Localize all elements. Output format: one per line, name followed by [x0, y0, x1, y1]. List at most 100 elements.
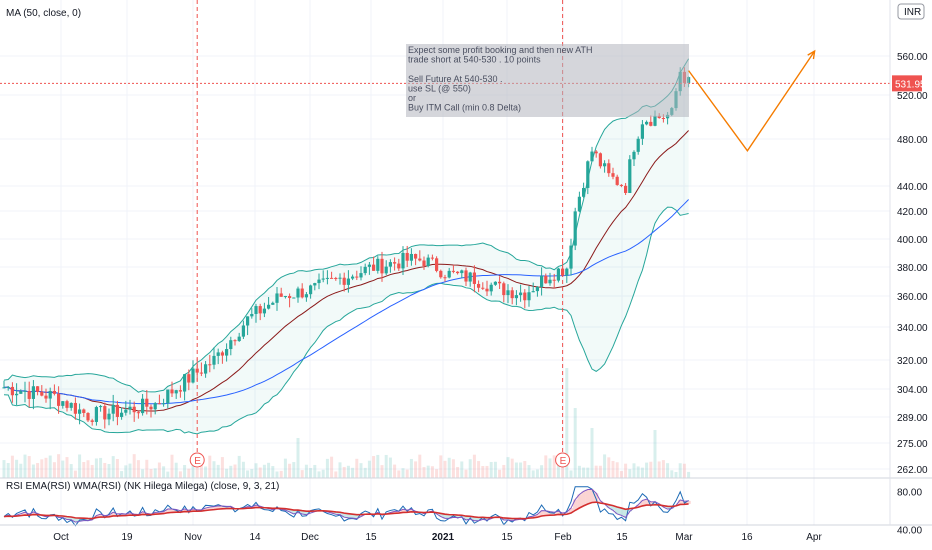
candle: [132, 406, 136, 413]
candle: [468, 272, 472, 282]
rsi-fill: [442, 514, 448, 519]
candle: [103, 406, 107, 420]
candle: [6, 386, 10, 388]
candle: [367, 264, 371, 267]
candle: [254, 306, 258, 314]
rsi-fill: [300, 510, 305, 514]
candle: [153, 403, 157, 410]
candle: [640, 124, 644, 139]
rsi-fill: [447, 514, 452, 519]
volume-bar: [153, 468, 157, 478]
candle: [195, 368, 199, 373]
candle: [464, 270, 468, 282]
volume-bar: [31, 464, 35, 478]
volume-bar: [204, 466, 208, 478]
candle: [300, 288, 304, 298]
currency-badge[interactable]: INR: [897, 3, 925, 20]
volume-bar: [498, 469, 502, 478]
candle: [309, 285, 313, 295]
volume-bar: [170, 454, 174, 478]
volume-bar: [556, 463, 560, 478]
rsi-fill: [615, 507, 620, 514]
candle: [78, 409, 82, 414]
candle: [418, 258, 422, 261]
candle: [170, 389, 174, 394]
indicator-label: MA (50, close, 0): [6, 8, 81, 19]
rsi-fill: [69, 516, 74, 520]
rsi-fill: [350, 514, 355, 519]
rsi-fill: [409, 509, 414, 512]
candle: [2, 387, 6, 389]
candle: [447, 270, 451, 278]
candle: [208, 364, 212, 366]
volume-bar: [477, 461, 481, 478]
volume-bar: [607, 457, 611, 478]
rsi-fill: [64, 516, 70, 520]
volume-bar: [36, 463, 40, 478]
volume-bar: [628, 469, 632, 478]
volume-bar: [73, 470, 77, 478]
candle: [548, 279, 552, 284]
band-fill: [4, 58, 689, 434]
earnings-marker: [189, 452, 205, 468]
volume-bar: [397, 470, 401, 478]
volume-bar: [590, 428, 594, 478]
candle: [191, 368, 195, 383]
rsi-fill: [123, 513, 128, 516]
candle: [636, 138, 640, 152]
volume-bar: [27, 456, 31, 478]
candle: [346, 278, 350, 285]
rsi-fill: [400, 509, 406, 513]
candle: [246, 316, 250, 326]
candle: [590, 151, 594, 162]
volume-bars: [2, 368, 691, 478]
candle: [645, 121, 649, 125]
candle: [615, 176, 619, 185]
rsi-fill: [140, 511, 145, 515]
candle: [523, 292, 527, 301]
candle: [510, 290, 514, 299]
volume-bar: [439, 455, 443, 478]
candle: [15, 393, 19, 396]
time-tick-label: Oct: [53, 532, 69, 543]
time-tick-label: 19: [121, 532, 133, 543]
candle: [535, 286, 539, 292]
rsi-fill: [18, 513, 23, 516]
rsi-fill: [115, 513, 120, 516]
volume-bar: [15, 459, 19, 478]
note-line: trade short at 540-530 . 10 points: [408, 55, 541, 65]
volume-bar: [506, 457, 510, 478]
volume-bar: [174, 462, 178, 478]
rsi-fill: [455, 515, 460, 518]
time-tick-label: Apr: [806, 532, 822, 543]
candle: [199, 372, 203, 374]
rsi-fill: [119, 513, 124, 516]
candle: [661, 117, 665, 119]
volume-bar: [363, 467, 367, 478]
note-box: [406, 44, 689, 117]
note-line: Buy ITM Call (min 0.8 Delta): [408, 103, 521, 113]
candle: [136, 412, 140, 414]
rsi-fill: [354, 514, 359, 519]
volume-bar: [649, 461, 653, 478]
candle: [296, 288, 300, 298]
rsi-fill: [220, 505, 225, 509]
volume-bar: [216, 464, 220, 478]
candle: [48, 390, 52, 399]
price-badge-label: 531.95: [895, 79, 926, 90]
long-ma-line: [3, 199, 689, 405]
candle: [288, 296, 292, 299]
rsi-ema-line: [3, 488, 689, 523]
candle: [540, 275, 544, 287]
candle: [443, 277, 447, 279]
candle: [65, 401, 69, 408]
projection-arrowhead: [807, 49, 816, 60]
time-tick-label: 2021: [432, 532, 455, 543]
volume-bar: [334, 471, 338, 478]
volume-bar: [78, 454, 82, 478]
volume-bar: [464, 469, 468, 478]
volume-bar: [149, 468, 153, 478]
rsi-wma-line: [3, 501, 689, 520]
rsi-fill: [211, 506, 217, 510]
candle: [57, 393, 61, 406]
